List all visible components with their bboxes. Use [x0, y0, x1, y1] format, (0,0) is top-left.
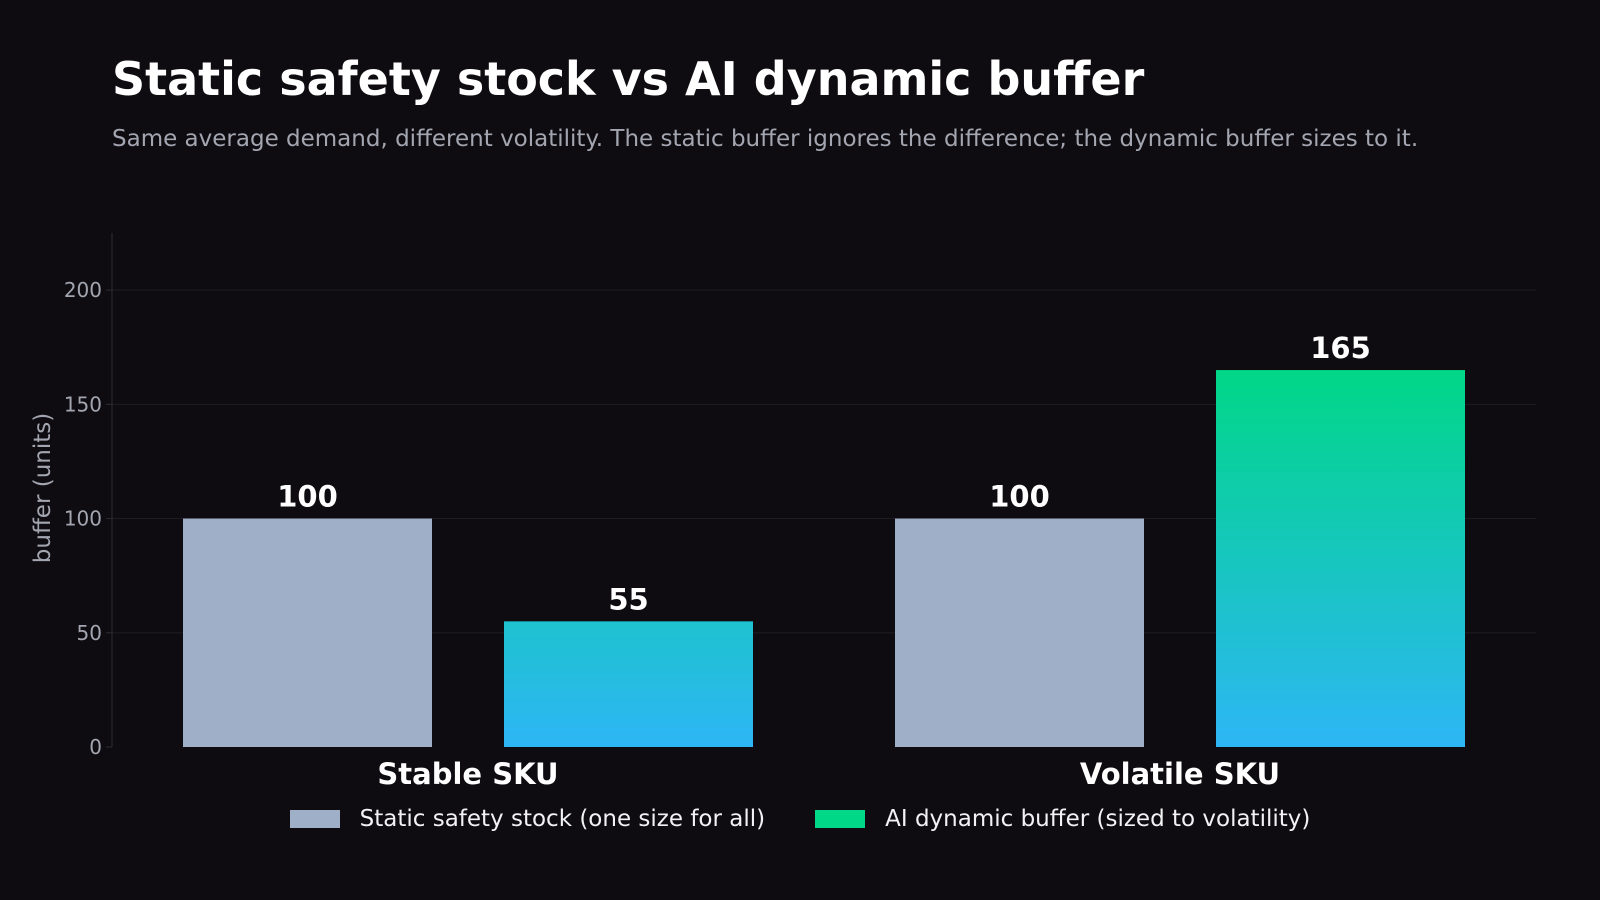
- legend: Static safety stock (one size for all) AI…: [0, 806, 1600, 832]
- legend-item: AI dynamic buffer (sized to volatility): [815, 806, 1310, 832]
- legend-swatch: [815, 810, 866, 828]
- legend-item: Static safety stock (one size for all): [289, 806, 766, 832]
- chart-title: Static safety stock vs AI dynamic buffer: [112, 52, 1145, 106]
- x-category-label: Stable SKU: [377, 757, 558, 791]
- data-label: 165: [1310, 331, 1371, 365]
- y-tick-label: 0: [89, 735, 102, 759]
- bar-dynamic-0: [504, 621, 753, 747]
- legend-label: Static safety stock (one size for all): [359, 806, 766, 832]
- y-tick-label: 200: [64, 278, 102, 302]
- data-label: 55: [608, 582, 648, 616]
- y-tick-label: 100: [64, 507, 102, 531]
- data-label: 100: [277, 480, 338, 514]
- legend-label: AI dynamic buffer (sized to volatility): [885, 806, 1311, 832]
- legend-swatch: [289, 810, 340, 828]
- bars: [183, 370, 1465, 747]
- y-tick-label: 50: [77, 621, 102, 645]
- axes: 0 50 100 150 200 buffer (units) Stable SKU Vola…: [30, 233, 1280, 791]
- chart-subtitle: Same average demand, different volatilit…: [112, 126, 1419, 152]
- bar-static-1: [895, 518, 1144, 747]
- data-label: 100: [989, 480, 1050, 514]
- x-category-label: Volatile SKU: [1080, 757, 1280, 791]
- bar-static-0: [183, 518, 432, 747]
- bar-dynamic-1: [1216, 370, 1465, 747]
- y-axis-label: buffer (units): [30, 413, 56, 563]
- data-labels: 100 55 100 165: [277, 331, 1371, 616]
- y-tick-label: 150: [64, 392, 102, 416]
